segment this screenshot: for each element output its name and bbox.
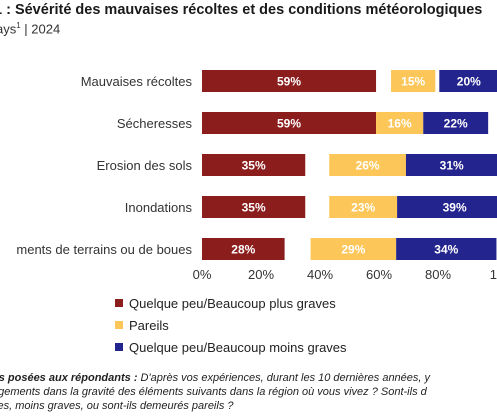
question-note: ns posées aux répondants : D'après vos e… — [0, 371, 430, 413]
legend-item-pareils: Pareils — [115, 314, 347, 336]
note-line-2: ngements dans la gravité des éléments su… — [0, 386, 427, 398]
category-label: Inondations — [125, 200, 193, 215]
category-label: ments de terrains ou de boues — [16, 242, 192, 257]
chart-title: 1 : Sévérité des mauvaises récoltes et d… — [0, 2, 483, 18]
bar-segment — [202, 238, 285, 260]
legend-item-plus-graves: Quelque peu/Beaucoup plus graves — [115, 292, 347, 314]
bar-segment — [202, 70, 377, 92]
data-label: 59% — [277, 75, 301, 89]
x-tick-label: 20% — [248, 267, 274, 282]
legend-label: Quelque peu/Beaucoup moins graves — [129, 339, 347, 355]
bar-segment — [310, 238, 397, 260]
note-bold-prefix: ns posées aux répondants : — [0, 372, 138, 384]
data-label: 34% — [434, 243, 458, 257]
data-label: 29% — [341, 243, 365, 257]
legend-swatch — [115, 299, 123, 307]
data-label: 23% — [351, 201, 375, 215]
bar-segment — [405, 154, 497, 176]
bar-segment — [397, 196, 497, 218]
category-label: Mauvaises récoltes — [81, 74, 193, 89]
category-label: Sécheresses — [117, 116, 193, 131]
data-label: 26% — [356, 159, 380, 173]
data-label: 20% — [457, 75, 481, 89]
data-label: 31% — [440, 159, 464, 173]
data-label: 15% — [401, 75, 425, 89]
note-line-3: ves, moins graves, ou sont-ils demeurés … — [0, 400, 234, 412]
legend-label: Quelque peu/Beaucoup plus graves — [129, 295, 336, 311]
category-label: Erosion des sols — [97, 158, 193, 173]
data-label: 22% — [444, 117, 468, 131]
bar-segment — [202, 196, 306, 218]
chart-subtitle: ays1 | 2024 — [0, 21, 60, 36]
legend-swatch — [115, 343, 123, 351]
legend-swatch — [115, 321, 123, 329]
bar-segment — [202, 112, 377, 134]
data-label: 35% — [242, 201, 266, 215]
subtitle-footnote-marker: 1 — [16, 21, 21, 30]
stacked-bar-chart: Mauvaises récoltes 59% 15% 20% Sécheresses 59… — [16, 70, 497, 282]
data-label: 35% — [242, 159, 266, 173]
note-text-1: D'après vos expériences, durant les 10 d… — [137, 372, 431, 384]
subtitle-year: | 2024 — [20, 21, 61, 37]
x-tick-label: 80% — [425, 267, 451, 282]
x-tick-label: 10 — [490, 267, 497, 282]
legend-label: Pareils — [129, 317, 169, 333]
note-line-1: ns posées aux répondants : D'après vos e… — [0, 371, 430, 385]
chart-legend: Quelque peu/Beaucoup plus graves Pareils… — [115, 292, 347, 358]
bar-segment — [439, 70, 497, 92]
data-label: 16% — [388, 117, 412, 131]
data-label: 28% — [231, 243, 255, 257]
bar-segment — [376, 112, 424, 134]
bar-segment — [329, 196, 398, 218]
bar-segment — [329, 154, 406, 176]
legend-item-moins-graves: Quelque peu/Beaucoup moins graves — [115, 336, 347, 358]
data-label: 59% — [277, 117, 301, 131]
bar-segment — [391, 70, 436, 92]
bar-segment — [202, 154, 306, 176]
x-tick-label: 0% — [193, 267, 212, 282]
data-label: 39% — [443, 201, 467, 215]
x-tick-label: 60% — [366, 267, 392, 282]
x-tick-label: 40% — [307, 267, 333, 282]
subtitle-prefix: ays — [0, 21, 17, 37]
bar-segment — [423, 112, 489, 134]
bar-segment — [396, 238, 497, 260]
